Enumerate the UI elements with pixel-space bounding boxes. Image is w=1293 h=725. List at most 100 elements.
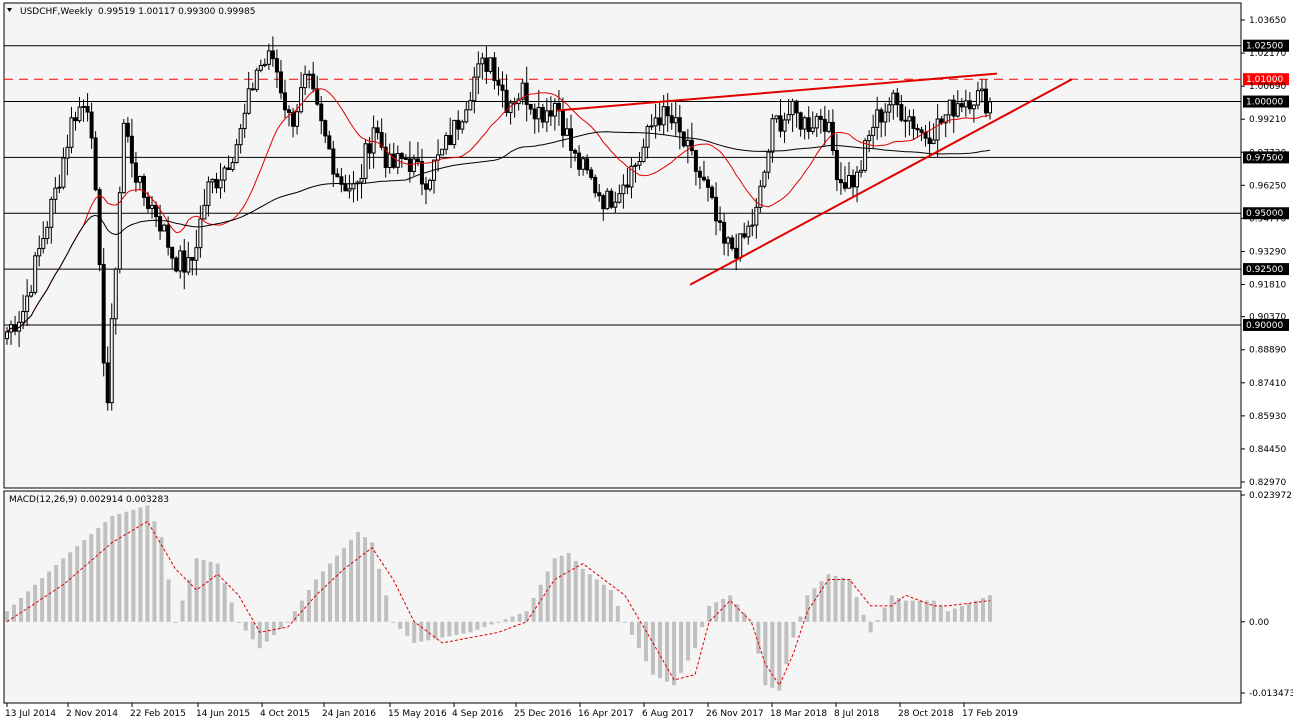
macd-bar (931, 600, 936, 622)
candle-body (65, 146, 70, 159)
macd-bar (510, 616, 515, 622)
macd-bar (636, 621, 641, 649)
macd-bar (405, 621, 410, 636)
candle-body (363, 143, 368, 179)
candle-body (907, 116, 912, 122)
date-tick-label: 26 Nov 2017 (706, 709, 764, 719)
candle-body (415, 158, 420, 163)
candle-body (927, 137, 932, 145)
macd-tick-label: 0.023972 (1249, 491, 1292, 501)
candle-body (13, 324, 18, 332)
candle-body (53, 187, 58, 200)
candle-body (838, 179, 843, 184)
chart-menu-icon[interactable] (7, 8, 12, 12)
candle-body (500, 84, 505, 91)
candle-body (846, 175, 851, 189)
candle-body (57, 186, 62, 189)
candle-body (983, 88, 988, 114)
macd-bar (271, 621, 276, 635)
macd-bar (889, 595, 894, 622)
candle-body (343, 183, 348, 192)
candle-body (45, 226, 50, 240)
candle-body (883, 111, 888, 123)
macd-bar (679, 621, 684, 673)
macd-bar (12, 604, 17, 622)
macd-bar (454, 621, 459, 635)
date-tick-label: 17 Feb 2019 (962, 709, 1018, 719)
macd-bar (250, 621, 255, 640)
candle-body (210, 178, 215, 183)
candle-body (915, 127, 920, 131)
price-tick-label: 0.88890 (1249, 346, 1286, 356)
candle-body (480, 57, 485, 65)
candle-body (665, 106, 670, 117)
candle-body (581, 158, 586, 170)
candle-body (569, 128, 574, 151)
macd-bar (629, 621, 634, 635)
candle-body (947, 99, 952, 116)
candles (5, 36, 992, 411)
macd-bar (313, 579, 318, 622)
macd-bar (559, 555, 564, 622)
candle-body (589, 169, 594, 178)
macd-bar (320, 571, 325, 622)
macd-bar (40, 578, 45, 622)
macd-bar (784, 621, 789, 665)
candle-body (560, 110, 565, 136)
macd-bar (426, 621, 431, 641)
candle-body (548, 110, 553, 117)
candle-body (379, 132, 384, 148)
candle-body (887, 104, 892, 113)
candle-body (105, 362, 110, 404)
macd-bar (608, 590, 613, 622)
candle-body (428, 179, 433, 190)
candle-body (339, 176, 344, 185)
candle-body (770, 118, 775, 153)
macd-bar (489, 621, 494, 625)
candle-body (693, 150, 698, 172)
macd-bar (868, 621, 873, 633)
candle-body (855, 171, 860, 188)
date-tick-label: 2 Nov 2014 (66, 709, 118, 719)
price-levels: 1.02500 1.01000 1.00000 0.97500 0.95000 0.925… (4, 39, 1289, 331)
trendlines (556, 72, 1073, 286)
macd-bar (798, 616, 803, 622)
candle-body (311, 73, 316, 90)
macd-bar (721, 598, 726, 622)
candle-body (270, 50, 275, 60)
candle-body (29, 291, 34, 297)
macd-bar (924, 600, 929, 622)
macd-bar (159, 537, 164, 622)
macd-bar (363, 537, 368, 622)
price-tick-label: 0.90370 (1249, 313, 1286, 323)
candle-body (834, 150, 839, 181)
candle-body (319, 103, 324, 122)
candle-body (101, 264, 106, 364)
candle-body (476, 63, 481, 78)
candle-body (818, 115, 823, 120)
macd-bar (475, 621, 480, 630)
candle-body (532, 108, 537, 120)
candle-body (178, 250, 183, 272)
candle-body (89, 111, 94, 139)
price-tick-label: 0.97730 (1249, 148, 1286, 158)
price-tick-label: 0.84450 (1249, 445, 1286, 455)
price-tick-label: 0.82970 (1249, 478, 1286, 488)
macd-bar (777, 621, 782, 691)
macd-bar (335, 555, 340, 622)
macd-bar (89, 534, 94, 622)
macd-bar (566, 553, 571, 622)
macd-bar (180, 600, 185, 622)
candle-body (677, 117, 682, 133)
candle-body (722, 221, 727, 244)
macd-bar (973, 600, 978, 622)
macd-bar (665, 621, 670, 682)
candle-body (327, 135, 332, 150)
axis-labels: 1.03650 1.02170 1.00690 0.99210 0.97730 0.962… (5, 16, 1293, 719)
candle-body (484, 57, 489, 72)
macd-bar (5, 611, 9, 622)
candle-body (202, 204, 207, 220)
candle-body (206, 181, 211, 206)
candle-body (782, 119, 787, 132)
